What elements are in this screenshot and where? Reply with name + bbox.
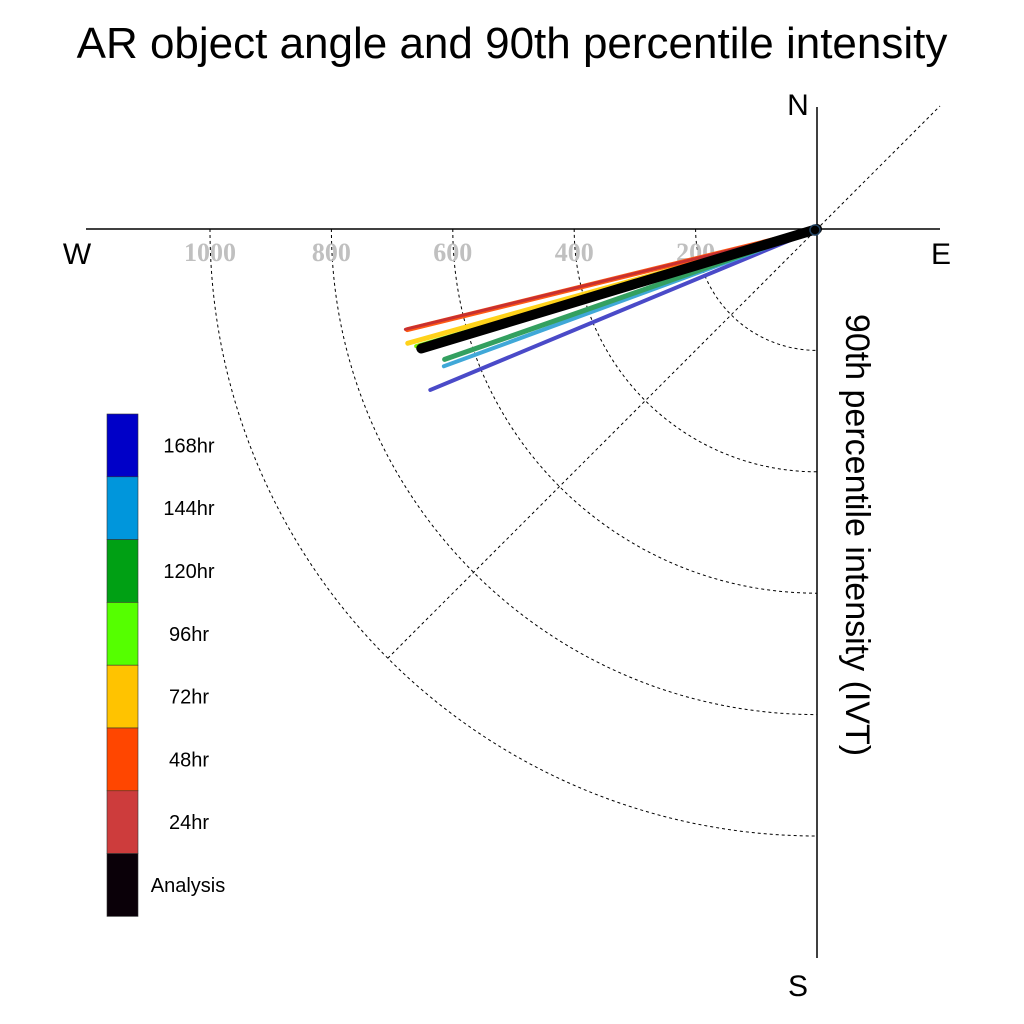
legend-label: 144hr [163,498,214,520]
legend-label: 120hr [163,561,214,583]
east-label: E [931,238,951,271]
radial-grid-arc [330,228,818,716]
legend-label: 96hr [169,624,209,646]
chart-title: AR object angle and 90th percentile inte… [77,19,948,68]
north-label: N [787,89,809,122]
legend-swatch [106,476,139,540]
vector-168hr [428,227,819,392]
legend-label: 72hr [169,687,209,709]
radial-grid-arc [452,228,818,594]
radial-tick-label: 1000 [184,238,236,267]
radial-tick-label: 600 [433,238,472,267]
legend-swatch [106,790,139,854]
west-label: W [63,238,92,271]
vector-analysis [416,224,822,354]
origin-point [809,224,821,236]
vector-series [403,224,822,392]
chart-grid [209,105,941,837]
radial-grid-arc [573,228,818,473]
legend-swatch [106,853,139,917]
legend-swatch [106,539,139,603]
legend: 168hr 144hr 120hr 96hr 72hr 48hr 24hr Analysis [106,413,225,917]
legend-label: 24hr [169,812,209,834]
legend-swatch [106,413,139,478]
diagonal-grid-line [387,105,941,659]
legend-label: 48hr [169,749,209,771]
legend-swatch [106,727,139,792]
radial-grid-arc [695,228,818,351]
radial-tick-label: 800 [312,238,351,267]
y-axis-label: 90th percentile intensity (IVT) [838,314,876,756]
legend-label: Analysis [151,875,225,897]
south-label: S [788,970,808,1003]
legend-swatch [106,602,139,666]
radial-tick-label: 400 [555,238,594,267]
legend-swatch [106,664,139,729]
legend-label: 168hr [163,435,214,457]
